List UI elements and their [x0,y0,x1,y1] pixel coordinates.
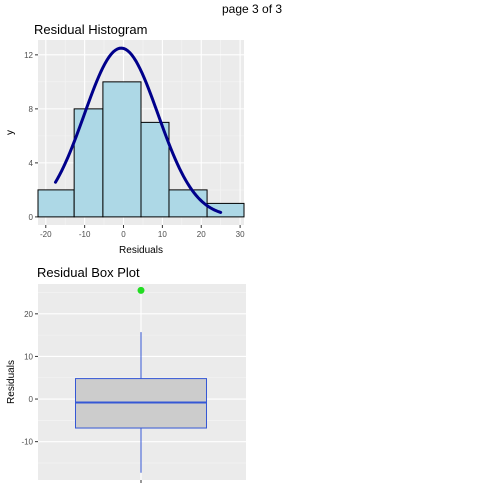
histogram-bar [103,82,141,217]
histogram-x-tick-label: 20 [197,230,206,239]
histogram-bar [169,190,207,217]
histogram-x-tick-label: -20 [40,230,52,239]
boxplot-y-tick-label: 10 [24,352,33,361]
histogram-chart: -20 -10 0 10 20 30 0 4 8 12 Residuals y [5,40,245,256]
boxplot-outlier [138,287,145,294]
boxplot-y-tick-label: -10 [21,438,33,447]
boxplot-y-axis-title: Residuals [6,360,17,404]
histogram-x-tick-label: 10 [158,230,167,239]
histogram-y-tick-label: 4 [29,159,34,168]
histogram-x-tick-label: -10 [79,230,91,239]
histogram-bar [38,190,74,217]
histogram-x-axis-title: Residuals [119,245,163,256]
boxplot-y-tick-label: 20 [24,310,33,319]
histogram-y-tick-label: 12 [24,51,33,60]
histogram-bar [74,109,103,217]
histogram-y-tick-label: 0 [29,213,34,222]
histogram-y-tick-label: 8 [29,105,34,114]
boxplot-y-tick-label: 0 [29,395,34,404]
histogram-x-tick-label: 0 [121,230,126,239]
histogram-x-tick-label: 30 [236,230,245,239]
histogram-y-axis-title: y [5,130,16,135]
boxplot-chart: -10 0 10 20 Residuals [6,284,246,483]
